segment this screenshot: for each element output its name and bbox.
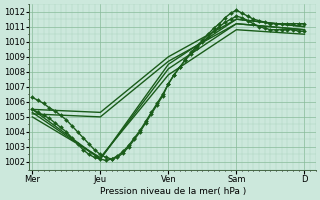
X-axis label: Pression niveau de la mer( hPa ): Pression niveau de la mer( hPa ) <box>100 187 246 196</box>
